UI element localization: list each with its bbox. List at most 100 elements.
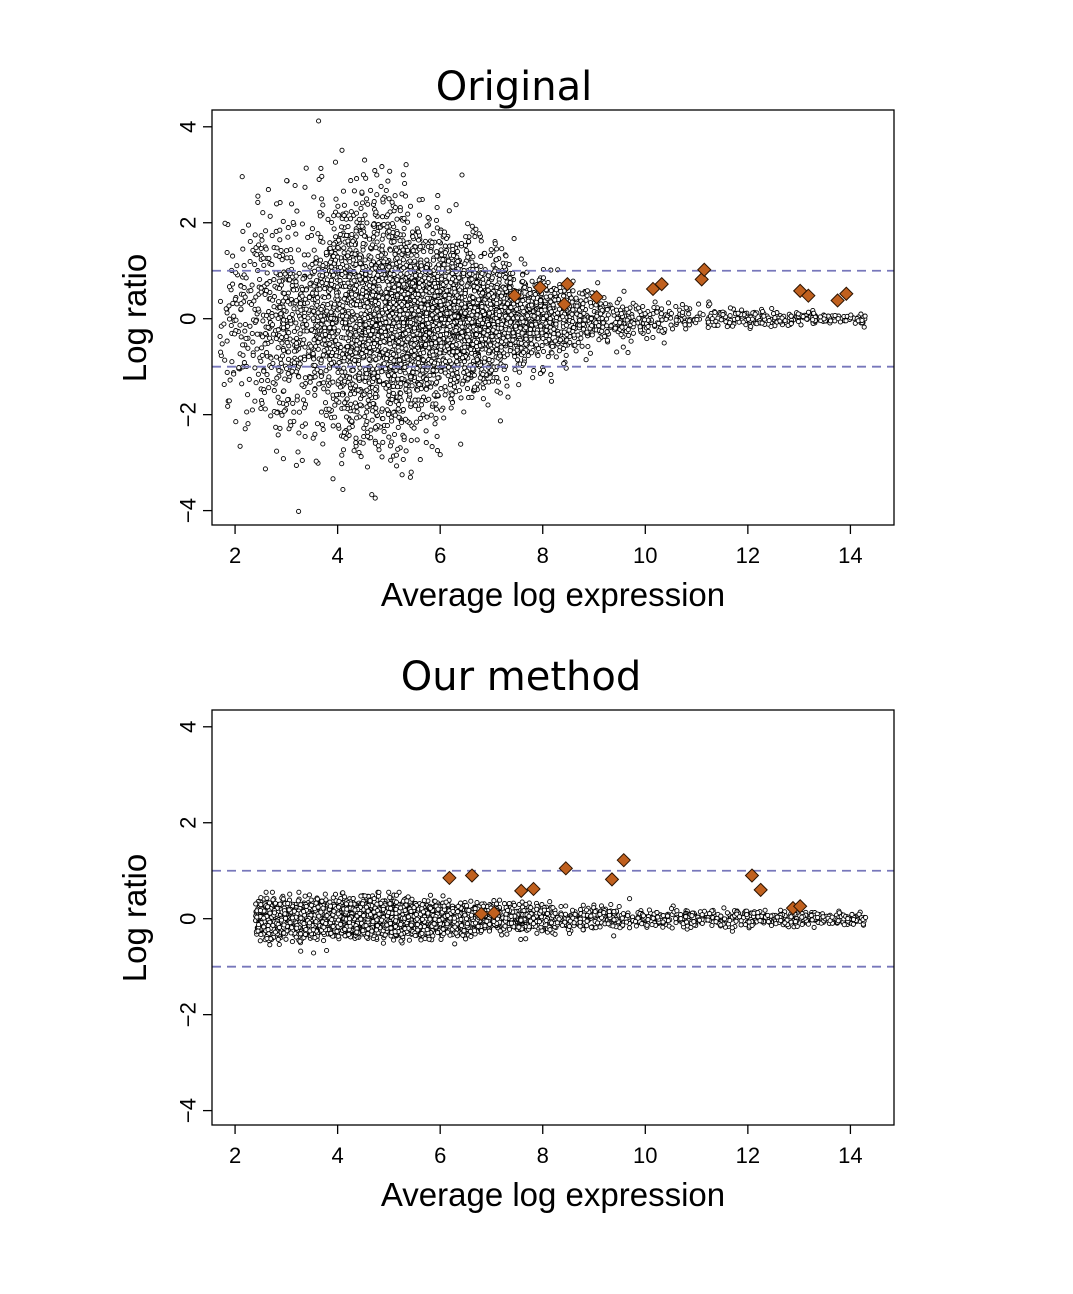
- data-point: [457, 287, 463, 293]
- data-point: [347, 332, 353, 338]
- data-point: [261, 262, 267, 268]
- data-point: [379, 334, 385, 340]
- data-point: [374, 306, 380, 312]
- data-point: [379, 164, 385, 170]
- data-point: [381, 361, 387, 367]
- data-point: [293, 279, 299, 285]
- data-point: [551, 331, 557, 337]
- data-point: [447, 323, 453, 330]
- data-point: [521, 349, 527, 356]
- data-point: [465, 376, 471, 382]
- data-point: [373, 356, 379, 362]
- data-point: [327, 325, 333, 331]
- data-point: [376, 447, 382, 453]
- data-point: [422, 275, 428, 281]
- data-point: [283, 334, 289, 340]
- data-point: [261, 368, 267, 374]
- data-point: [339, 392, 346, 398]
- data-point: [440, 257, 446, 263]
- data-point: [248, 288, 254, 294]
- data-point: [447, 377, 454, 383]
- data-point: [266, 385, 272, 391]
- data-point: [311, 308, 317, 314]
- data-point: [318, 409, 325, 415]
- data-point: [498, 344, 504, 350]
- data-point: [385, 324, 391, 330]
- data-point: [416, 381, 422, 388]
- data-point: [709, 316, 715, 322]
- data-point: [270, 360, 276, 366]
- data-point: [290, 400, 296, 406]
- data-point: [241, 360, 247, 366]
- data-point: [391, 431, 398, 438]
- data-point: [290, 219, 296, 226]
- data-point: [299, 382, 305, 388]
- data-point: [584, 329, 590, 335]
- data-point: [408, 319, 414, 326]
- data-point: [255, 193, 261, 199]
- data-point: [295, 449, 301, 455]
- data-point: [399, 376, 405, 382]
- data-point: [551, 326, 557, 332]
- data-point: [293, 231, 299, 237]
- data-point: [415, 237, 422, 243]
- data-point: [291, 306, 297, 312]
- data-point: [274, 201, 280, 207]
- data-point: [319, 173, 325, 179]
- data-point: [523, 341, 529, 347]
- data-point: [327, 245, 333, 251]
- data-point: [386, 382, 392, 388]
- data-point: [441, 229, 448, 235]
- data-point: [365, 429, 371, 435]
- data-point: [385, 212, 391, 218]
- data-point: [319, 280, 325, 286]
- data-point: [760, 308, 766, 315]
- data-point: [309, 327, 315, 333]
- data-point: [255, 371, 261, 377]
- data-point: [263, 313, 270, 319]
- data-point: [458, 441, 464, 447]
- data-point: [294, 397, 300, 403]
- data-point: [328, 309, 334, 315]
- data-point: [805, 309, 812, 315]
- data-point: [311, 337, 317, 343]
- data-point: [570, 307, 576, 313]
- data-point: [497, 418, 503, 424]
- data-point: [347, 391, 353, 397]
- data-point: [395, 406, 401, 412]
- data-point: [363, 367, 369, 373]
- data-point: [409, 229, 416, 235]
- data-point: [389, 199, 395, 205]
- data-point: [285, 234, 291, 240]
- data-point: [335, 297, 341, 303]
- data-point: [403, 448, 409, 454]
- data-point: [278, 311, 284, 317]
- data-point: [432, 293, 438, 299]
- data-point: [522, 284, 528, 290]
- data-point: [394, 463, 400, 469]
- data-point: [474, 344, 480, 350]
- data-point: [258, 233, 264, 239]
- data-point: [659, 328, 665, 334]
- data-point: [447, 358, 453, 364]
- data-point: [365, 397, 371, 403]
- data-point: [408, 469, 414, 475]
- data-point: [269, 322, 276, 328]
- data-point: [237, 443, 243, 449]
- data-point: [432, 335, 438, 341]
- data-point: [380, 295, 386, 301]
- data-point: [636, 315, 642, 321]
- data-point: [359, 200, 366, 206]
- data-point: [399, 472, 405, 478]
- data-point: [686, 322, 692, 328]
- data-point: [421, 350, 427, 356]
- data-point: [465, 221, 471, 227]
- data-point: [485, 287, 491, 293]
- data-point: [461, 409, 467, 415]
- data-point: [313, 255, 319, 261]
- data-point: [474, 312, 480, 318]
- data-point: [260, 255, 266, 261]
- data-point: [752, 311, 758, 317]
- data-point: [238, 301, 244, 307]
- data-point: [352, 357, 358, 363]
